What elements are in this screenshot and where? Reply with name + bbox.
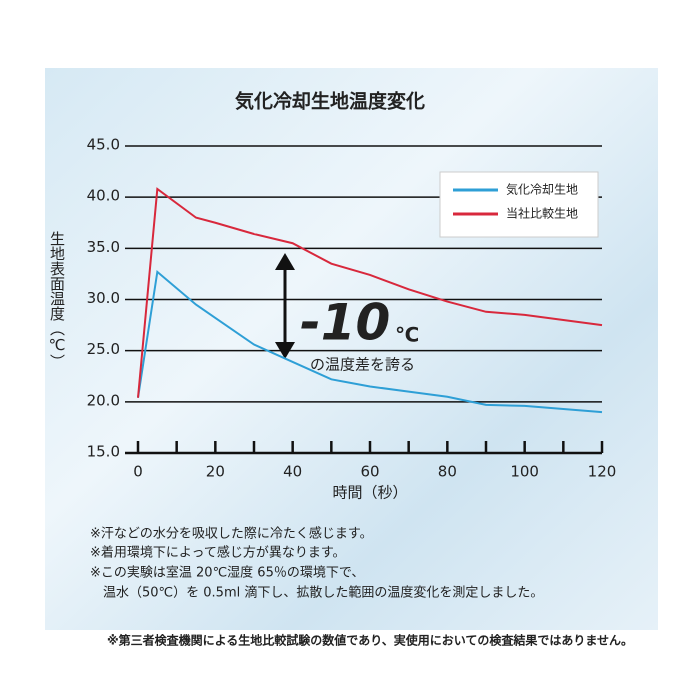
x-tick-label: 0: [133, 463, 143, 481]
chart-title: 気化冷却生地温度変化: [235, 90, 425, 113]
y-tick-label: 30.0: [87, 289, 120, 307]
difference-annotation: -10 ℃ の温度差を誇る: [275, 253, 419, 374]
y-axis-label: 生地表面温度（℃）: [48, 231, 66, 369]
y-tick-label: 25.0: [87, 340, 120, 358]
note: ※この実験は室温 20℃湿度 65％の環境下で、: [90, 565, 364, 581]
note: ※着用環境下によって感じ方が異なります。: [90, 545, 346, 561]
y-tick-label: 20.0: [87, 391, 120, 409]
annotation-unit: ℃: [395, 323, 419, 347]
arrow-head: [275, 253, 295, 270]
y-tick-label: 15.0: [87, 443, 120, 461]
y-tick-label: 45.0: [87, 136, 120, 154]
x-tick-label: 40: [283, 463, 302, 481]
line-series: [137, 269, 603, 414]
legend-label: 当社比較生地: [506, 206, 578, 221]
x-axis-label: 時間（秒）: [332, 484, 407, 502]
x-tick-label: 60: [360, 463, 379, 481]
note: ※汗などの水分を吸収した際に冷たく感じます。: [90, 526, 373, 542]
note: 温水（50℃）を 0.5ml 滴下し、拡散した範囲の温度変化を測定しました。: [90, 585, 543, 601]
annotation-text: の温度差を誇る: [310, 356, 415, 374]
x-tick-label: 100: [510, 463, 539, 481]
x-tick-label: 120: [588, 463, 617, 481]
notes: ※汗などの水分を吸収した際に冷たく感じます。 ※着用環境下によって感じ方が異なり…: [90, 526, 543, 601]
footer: ※第三者検査機関による生地比較試験の数値であり、実使用においての検査結果ではあり…: [107, 633, 633, 648]
x-tick-label: 20: [206, 463, 225, 481]
legend-box: [439, 171, 599, 238]
annotation-value: -10: [300, 294, 390, 352]
line-series: [137, 187, 603, 398]
x-tick-label: 80: [438, 463, 457, 481]
y-tick-label: 40.0: [87, 187, 120, 205]
legend-label: 気化冷却生地: [506, 182, 578, 197]
ice-background: [45, 68, 658, 630]
y-tick-label: 35.0: [87, 238, 120, 256]
